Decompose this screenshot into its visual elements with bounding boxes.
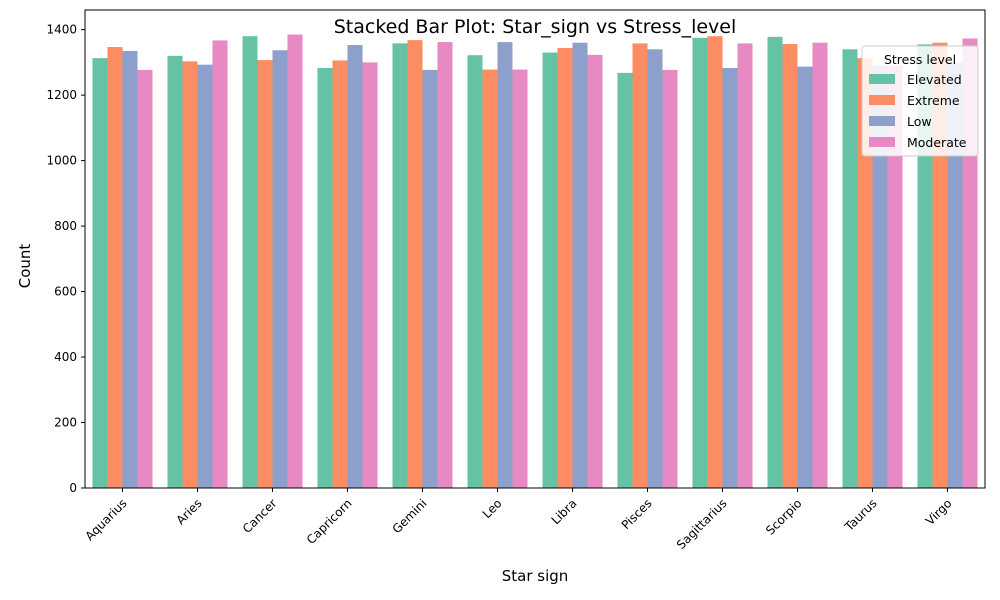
- x-tick-label-scorpio: Scorpio: [763, 496, 805, 538]
- bar-elevated-aquarius: [92, 58, 108, 488]
- y-tick-label: 400: [54, 350, 77, 364]
- y-tick-label: 1200: [46, 88, 77, 102]
- bar-extreme-leo: [482, 69, 498, 488]
- y-tick-label: 1400: [46, 23, 77, 37]
- bar-low-taurus: [872, 65, 888, 488]
- legend-swatch-moderate: [869, 137, 895, 147]
- bar-low-pisces: [647, 49, 663, 488]
- x-tick-label-aries: Aries: [173, 496, 204, 527]
- legend-label-extreme: Extreme: [907, 93, 960, 108]
- plot-frame: [84, 9, 986, 489]
- bar-moderate-cancer: [287, 34, 303, 489]
- bar-extreme-cancer: [257, 60, 273, 489]
- bar-moderate-leo: [512, 69, 528, 488]
- bar-extreme-aquarius: [107, 47, 123, 488]
- x-tick-label-virgo: Virgo: [923, 496, 955, 528]
- bar-elevated-pisces: [617, 72, 633, 489]
- y-tick-label: 600: [54, 285, 77, 299]
- bar-elevated-cancer: [242, 36, 258, 488]
- bars-group: [92, 34, 978, 489]
- bar-moderate-scorpio: [812, 42, 828, 489]
- bar-elevated-libra: [542, 52, 558, 489]
- bar-moderate-aries: [212, 40, 228, 488]
- bar-low-scorpio: [797, 66, 813, 488]
- bar-elevated-sagittarius: [692, 37, 708, 488]
- x-tick-label-gemini: Gemini: [390, 496, 430, 536]
- bar-moderate-libra: [587, 54, 603, 488]
- bar-elevated-gemini: [392, 43, 408, 488]
- bar-low-libra: [572, 42, 588, 489]
- y-axis: 0 200 400 600 800 1000 1200 1400: [46, 23, 85, 495]
- x-tick-label-libra: Libra: [549, 496, 580, 527]
- legend-label-low: Low: [907, 114, 932, 129]
- x-tick-label-capricorn: Capricorn: [304, 496, 355, 547]
- bar-moderate-gemini: [437, 42, 453, 488]
- x-tick-label-pisces: Pisces: [619, 496, 655, 532]
- legend-label-moderate: Moderate: [907, 135, 967, 150]
- x-tick-label-leo: Leo: [480, 496, 505, 521]
- bar-moderate-sagittarius: [737, 43, 753, 488]
- bar-elevated-leo: [467, 55, 483, 489]
- bar-extreme-taurus: [857, 58, 873, 488]
- x-tick-label-taurus: Taurus: [841, 496, 879, 534]
- bar-extreme-libra: [557, 47, 573, 488]
- bar-extreme-gemini: [407, 40, 423, 489]
- bar-low-aries: [197, 64, 213, 489]
- bar-moderate-taurus: [887, 65, 903, 488]
- legend-swatch-extreme: [869, 95, 895, 105]
- x-axis-label: Star sign: [502, 567, 569, 585]
- bar-low-aquarius: [122, 50, 138, 489]
- bar-extreme-sagittarius: [707, 36, 723, 488]
- y-tick-label: 200: [54, 416, 77, 430]
- y-tick-label: 800: [54, 219, 77, 233]
- y-axis-label: Count: [16, 244, 34, 289]
- x-tick-label-aquarius: Aquarius: [82, 496, 129, 543]
- bar-elevated-aries: [167, 55, 183, 489]
- bar-moderate-pisces: [662, 69, 678, 488]
- bar-low-cancer: [272, 50, 288, 489]
- bar-moderate-capricorn: [362, 62, 378, 488]
- bar-low-virgo: [947, 62, 963, 488]
- legend-title: Stress level: [884, 52, 956, 67]
- legend-swatch-low: [869, 116, 895, 126]
- y-tick-label: 1000: [46, 154, 77, 168]
- chart-title: Stacked Bar Plot: Star_sign vs Stress_le…: [334, 16, 737, 38]
- legend-box: [861, 45, 979, 157]
- bar-elevated-capricorn: [317, 67, 333, 488]
- bar-elevated-taurus: [842, 49, 858, 488]
- bar-elevated-scorpio: [767, 36, 783, 488]
- bar-low-gemini: [422, 69, 438, 488]
- bar-moderate-aquarius: [137, 69, 153, 488]
- legend-swatch-elevated: [869, 74, 895, 84]
- x-axis: Aquarius Aries Cancer Capricorn Gemini Leo Lib…: [82, 488, 955, 552]
- y-tick-label: 0: [69, 481, 77, 495]
- x-tick-label-sagittarius: Sagittarius: [674, 496, 730, 552]
- bar-low-sagittarius: [722, 67, 738, 488]
- bar-extreme-scorpio: [782, 44, 798, 489]
- bar-low-leo: [497, 42, 513, 488]
- bar-extreme-aries: [182, 61, 198, 489]
- bar-low-capricorn: [347, 45, 363, 488]
- x-tick-label-cancer: Cancer: [240, 496, 280, 536]
- legend-label-elevated: Elevated: [907, 72, 962, 87]
- bar-extreme-capricorn: [332, 60, 348, 489]
- bar-extreme-pisces: [632, 43, 648, 488]
- legend: Stress level Elevated Extreme Low Moderate: [861, 45, 979, 157]
